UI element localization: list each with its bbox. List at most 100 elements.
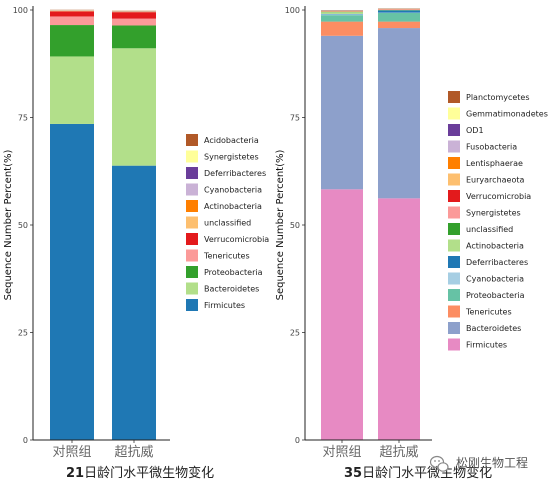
legend-label: Verrucomicrobia [204, 235, 269, 244]
legend-swatch [448, 322, 460, 334]
wechat-icon [429, 455, 449, 472]
chart-caption: 35日龄门水平微生物变化 [344, 465, 492, 481]
legend-swatch [186, 233, 198, 245]
y-axis-label: Sequence Number Percent(%) [3, 150, 14, 301]
legend-label: Cyanobacteria [204, 186, 262, 195]
legend-label: Tenericutes [465, 308, 512, 317]
legend-label: Firmicutes [466, 341, 507, 350]
legend-swatch [186, 134, 198, 146]
legend-label: Proteobacteria [466, 291, 525, 300]
legend-label: Verrucomicrobia [466, 192, 531, 201]
legend-label: Gemmatimonadetes [466, 110, 548, 119]
legend: Planctomycetes Gemmatimonadetes OD1 Fusobac… [448, 91, 548, 351]
legend-swatch [186, 167, 198, 179]
y-tick-label: 100 [13, 6, 28, 15]
bar-segment-firmicutes [378, 198, 420, 440]
y-tick-label: 0 [23, 436, 28, 445]
bar-segment-proteobacteria [378, 13, 420, 22]
legend: Acidobacteria Synergistetes Deferribactere… [186, 134, 269, 311]
legend-swatch [448, 157, 460, 169]
caption-day-number: 21 [66, 466, 84, 481]
legend-label: Deferribacteres [466, 258, 528, 267]
legend-label: Synergistetes [204, 153, 259, 162]
legend-swatch [186, 150, 198, 163]
legend-label: Acidobacteria [204, 136, 259, 145]
legend-swatch [186, 282, 198, 295]
y-tick-label: 75 [290, 114, 300, 123]
legend-swatch [448, 305, 460, 318]
bar-segment-firmicutes [321, 189, 363, 440]
bar-segment-verrucomicrobia [50, 11, 94, 17]
x-tick-label: 对照组 [322, 445, 361, 460]
bar-segment-bacteroidetes [378, 28, 420, 199]
legend-swatch [448, 173, 460, 186]
watermark: 松刚生物工程 [429, 455, 528, 472]
legend-label: Tenericutes [203, 252, 250, 261]
bar-segment-actinobacteria [321, 12, 363, 14]
x-tick-label: 超抗威 [114, 445, 153, 460]
legend-label: Lentisphaerae [466, 159, 523, 168]
bar-segment-bacteroidetes [112, 48, 156, 166]
legend-swatch [186, 216, 198, 229]
caption-text: 日龄门水平微生物变化 [84, 465, 214, 481]
legend-label: Firmicutes [204, 301, 245, 310]
bar-segment-tenericutes [321, 21, 363, 36]
legend-label: Actinobacteria [466, 242, 524, 251]
legend-label: Cyanobacteria [466, 275, 524, 284]
y-tick-label: 50 [290, 221, 300, 230]
bar-segment-tenericutes [378, 21, 420, 29]
legend-swatch [448, 239, 460, 252]
legend-swatch [448, 338, 460, 351]
legend-label: Bacteroidetes [466, 324, 521, 333]
y-tick-label: 50 [18, 221, 28, 230]
legend-label: Planctomycetes [466, 93, 530, 102]
x-tick-label: 超抗威 [379, 445, 418, 460]
caption-day-number: 35 [344, 466, 362, 481]
bar-segment-tenericutes [50, 16, 94, 26]
legend-swatch [186, 249, 198, 262]
y-tick-label: 25 [18, 329, 28, 338]
legend-label: Fusobacteria [466, 143, 517, 152]
bar-segment-verrucomicrobia [112, 12, 156, 19]
bar-segment-firmicutes [112, 165, 156, 440]
chart-35-day: 0 25 50 75 100 Sequence Number Percent(%) 对照组 超… [275, 6, 548, 481]
x-tick-label: 对照组 [52, 445, 91, 460]
legend-label: Bacteroidetes [204, 285, 259, 294]
legend-label: Synergistetes [466, 209, 521, 218]
legend-label: unclassified [204, 219, 251, 228]
legend-swatch [448, 140, 460, 153]
caption-text: 日龄门水平微生物变化 [362, 465, 492, 481]
legend-swatch [186, 183, 198, 196]
legend-swatch [186, 200, 198, 212]
legend-swatch [186, 299, 198, 311]
legend-label: unclassified [466, 225, 513, 234]
legend-label: Deferribacteres [204, 169, 266, 178]
y-tick-label: 100 [285, 6, 300, 15]
legend-label: Proteobacteria [204, 268, 263, 277]
legend-swatch [448, 107, 460, 120]
legend-swatch [448, 289, 460, 301]
bar-segment-tenericutes [112, 18, 156, 26]
y-tick-label: 0 [295, 436, 300, 445]
legend-label: OD1 [466, 126, 484, 135]
legend-swatch [448, 91, 460, 103]
bar-segment-cyanobacteria [321, 14, 363, 16]
legend-swatch [448, 124, 460, 136]
bar-segment-bacteroidetes [50, 56, 94, 124]
y-tick-label: 75 [18, 114, 28, 123]
legend-label: Euryarchaeota [466, 176, 524, 185]
chart-21-day: 0 25 50 75 100 Sequence Number Percent(%) 对照组 超… [3, 6, 269, 481]
legend-label: Actinobacteria [204, 202, 262, 211]
bar-segment-proteobacteria [50, 25, 94, 57]
chart-caption: 21日龄门水平微生物变化 [66, 465, 214, 481]
bar-segment-proteobacteria [321, 15, 363, 22]
y-tick-label: 25 [290, 329, 300, 338]
legend-swatch [448, 206, 460, 219]
bar-segment-firmicutes [50, 123, 94, 440]
legend-swatch [448, 223, 460, 235]
legend-swatch [448, 272, 460, 285]
legend-swatch [448, 256, 460, 268]
bar-segment-proteobacteria [112, 25, 156, 49]
bar-segment-bacteroidetes [321, 35, 363, 190]
